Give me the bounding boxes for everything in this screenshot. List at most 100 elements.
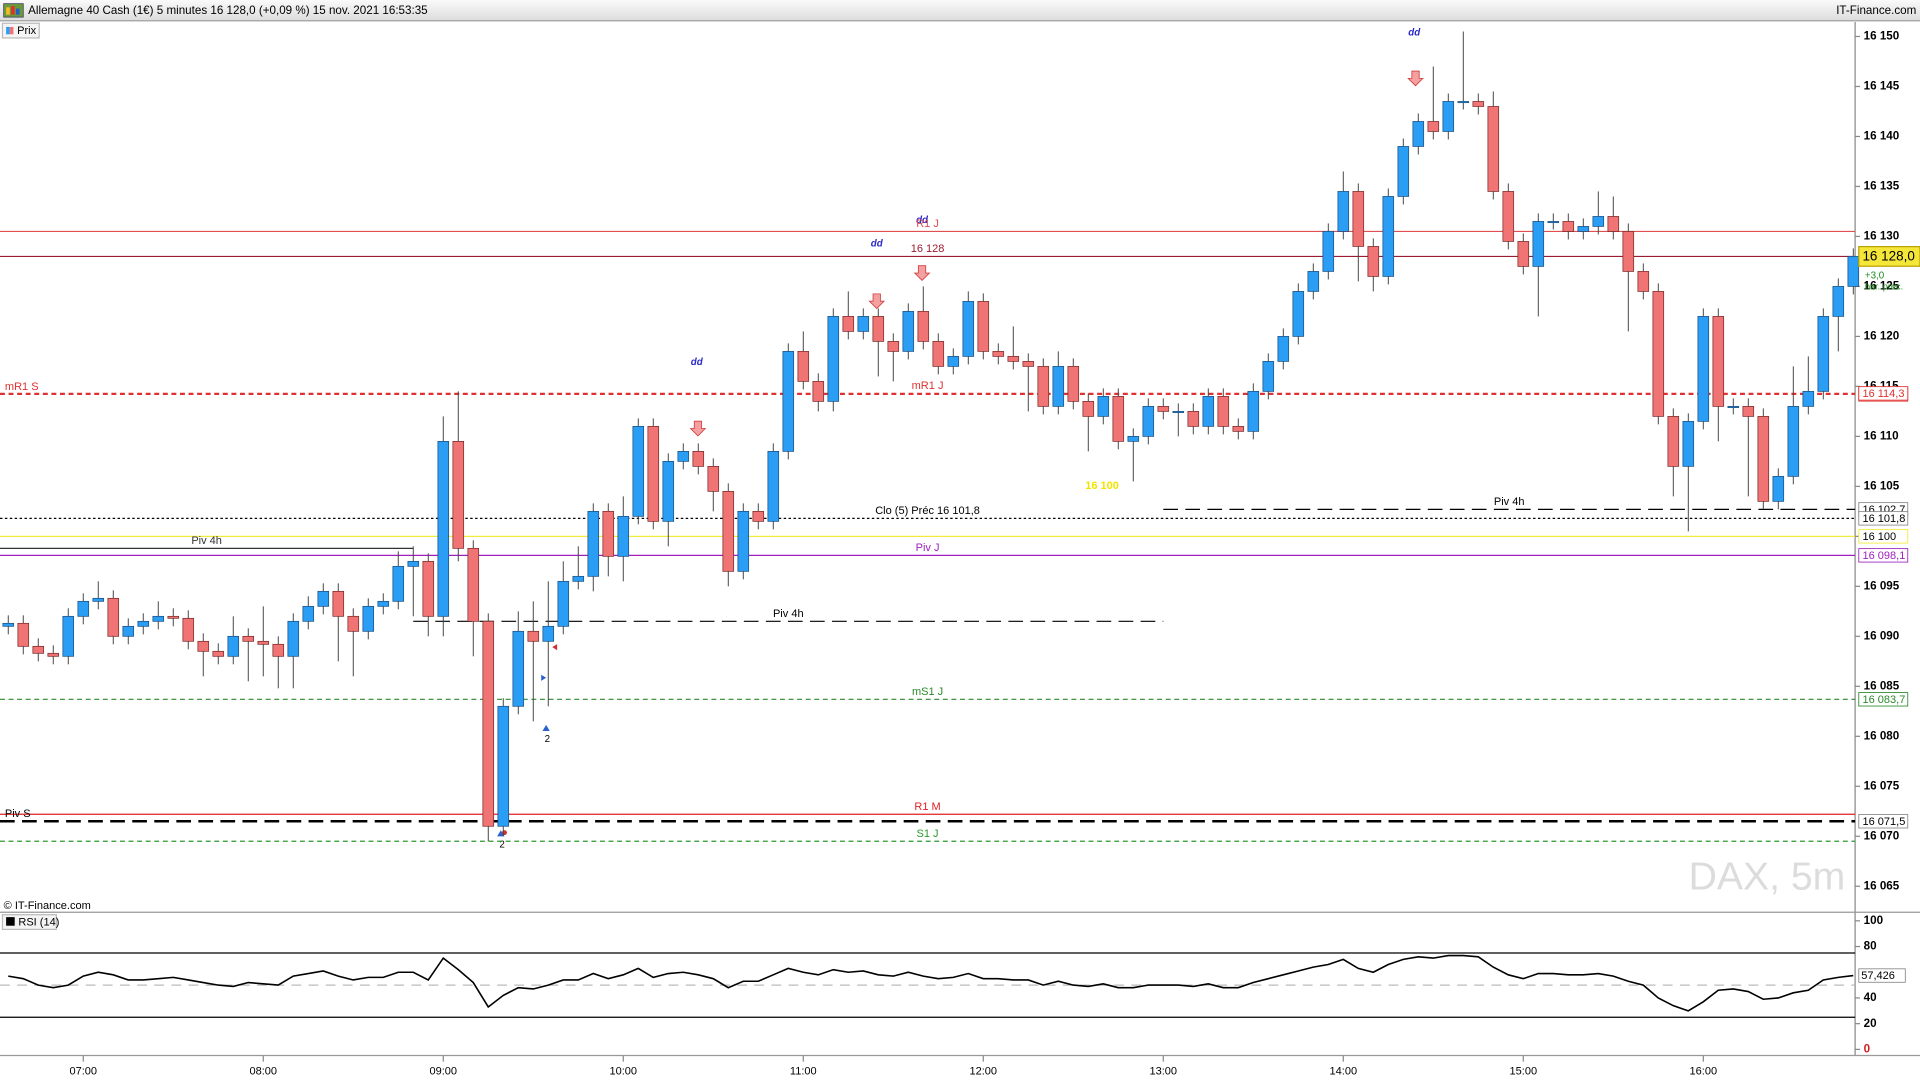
candle-body [1352,191,1365,247]
candle-body [1532,221,1545,267]
level-tag-label: 16 098,1 [1862,550,1905,562]
candle-body [602,510,615,557]
candle-body [1577,226,1590,232]
level-label: Piv J [916,542,940,554]
candle-body [1412,121,1425,147]
level-tag [1858,511,1909,526]
last-price-box [1858,246,1920,267]
legend-label: Prix [17,25,36,37]
level-tag [1858,692,1909,707]
candle-body [1697,316,1710,422]
price-change-note: bar. prec. [1865,281,1903,291]
y-tick-label: 20 [1864,1017,1877,1030]
candle-body [932,341,945,367]
candle-body [467,547,480,622]
candle-body [572,575,585,582]
candle-body [1037,366,1050,407]
last-value: 57,426 [1861,970,1895,982]
candle-body [542,625,555,642]
candle-body [137,620,150,627]
candle-body [1112,396,1125,442]
y-tick-label: 40 [1864,991,1877,1004]
watermark: DAX, 5m [1689,856,1846,899]
level-label: R1 J [916,218,939,230]
candle-body [2,622,15,627]
candle-body [197,640,210,652]
candle-body [842,316,855,332]
y-tick-label: 16 135 [1864,180,1900,193]
signal-count: 2 [499,839,504,850]
level-label: Piv S [5,808,31,820]
candle-body [32,645,45,654]
candle-body [1052,366,1065,407]
candle-body [62,615,75,657]
x-tick-label: 10:00 [609,1065,637,1077]
candle-body [1607,216,1620,232]
candle-body [167,615,180,619]
candle-body [917,311,930,342]
level-label: Piv 4h [773,608,804,620]
candle-body [227,635,240,657]
level-tag-label: 16 083,7 [1862,694,1905,706]
x-tick-label: 08:00 [249,1065,277,1077]
candle-body [332,590,345,617]
x-tick-label: 12:00 [969,1065,997,1077]
signal-count: 2 [545,734,550,745]
level-label: mS1 J [912,686,943,698]
y-tick-label: 16 080 [1864,729,1900,742]
candle-body [437,441,450,617]
copyright: © IT-Finance.com [4,900,91,912]
candle-body [1187,411,1200,427]
header-site: IT-Finance.com [1836,4,1916,17]
candle-body [707,466,720,492]
y-tick-label: 16 095 [1864,579,1900,592]
level-label: Piv 4h [1494,496,1525,508]
candle-body [107,597,120,637]
candle-body [617,515,630,557]
candle-body [407,560,420,567]
candle-body [1397,146,1410,197]
y-tick-label: 16 130 [1864,230,1900,243]
candle-body [212,650,225,657]
candle-body [1247,391,1260,432]
signal-label: dd [691,357,704,368]
legend-label: RSI (14) [18,917,59,929]
signal-label: dd [916,215,929,226]
candle-body [1802,391,1815,407]
level-note: 16 100 [1085,480,1119,492]
last-value-box [1858,968,1906,983]
x-tick-label: 15:00 [1510,1065,1538,1077]
candle-body [1652,291,1665,417]
candle-body [377,600,390,607]
candle-body [1817,316,1830,392]
candle-body [647,426,660,522]
candle-body [782,351,795,452]
candle-body [527,630,540,642]
candle-body [482,620,495,827]
candle-body [1427,121,1440,132]
level-label: R1 M [914,801,940,813]
x-tick-label: 11:00 [790,1065,817,1077]
candle-body [1322,231,1335,272]
candle-body [962,301,975,357]
level-tag [1858,529,1909,544]
y-tick-label: 80 [1864,940,1877,953]
candle-body [827,316,840,402]
y-tick-label: 16 085 [1864,679,1900,692]
y-tick-label: 16 140 [1864,130,1900,143]
y-tick-label: 16 105 [1864,479,1900,492]
candle-body [1742,406,1755,417]
candle-body [152,615,165,622]
candle-body [1442,101,1455,132]
level-tag [1858,814,1909,829]
y-tick-label: 16 070 [1864,829,1900,842]
candle-body [497,705,510,827]
level-label: Clo (5) Préc 16 101,8 [875,505,980,517]
candle-body [1847,256,1860,287]
candle-body [1307,271,1320,292]
candle-body [887,341,900,352]
y-tick-label: 16 110 [1864,429,1899,442]
level-label: mR1 J [912,380,944,392]
